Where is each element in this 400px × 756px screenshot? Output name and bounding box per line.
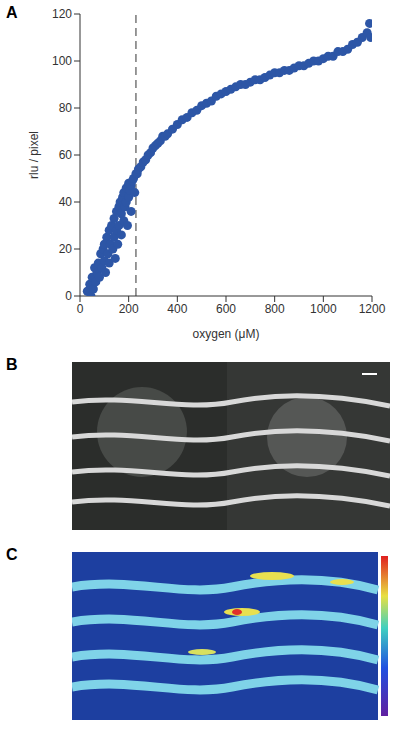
svg-text:120: 120 bbox=[52, 7, 72, 21]
svg-text:100: 100 bbox=[52, 54, 72, 68]
html-text:C: C bbox=[6, 546, 18, 563]
html-text:A: A bbox=[6, 4, 18, 21]
svg-text:40: 40 bbox=[59, 195, 73, 209]
svg-text:1200: 1200 bbox=[359, 302, 386, 316]
svg-text:20: 20 bbox=[59, 242, 73, 256]
svg-text:1000: 1000 bbox=[310, 302, 337, 316]
svg-text:80: 80 bbox=[59, 101, 73, 115]
svg-text:0: 0 bbox=[77, 302, 84, 316]
svg-text:200: 200 bbox=[119, 302, 139, 316]
svg-text:600: 600 bbox=[216, 302, 236, 316]
svg-text:60: 60 bbox=[59, 148, 73, 162]
svg-text:0: 0 bbox=[65, 289, 72, 303]
svg-text:rlu / pixel: rlu / pixel bbox=[27, 131, 41, 179]
svg-text:800: 800 bbox=[265, 302, 285, 316]
html-text:B: B bbox=[6, 356, 18, 373]
svg-text:400: 400 bbox=[167, 302, 187, 316]
svg-text:oxygen (μM): oxygen (μM) bbox=[193, 327, 260, 341]
